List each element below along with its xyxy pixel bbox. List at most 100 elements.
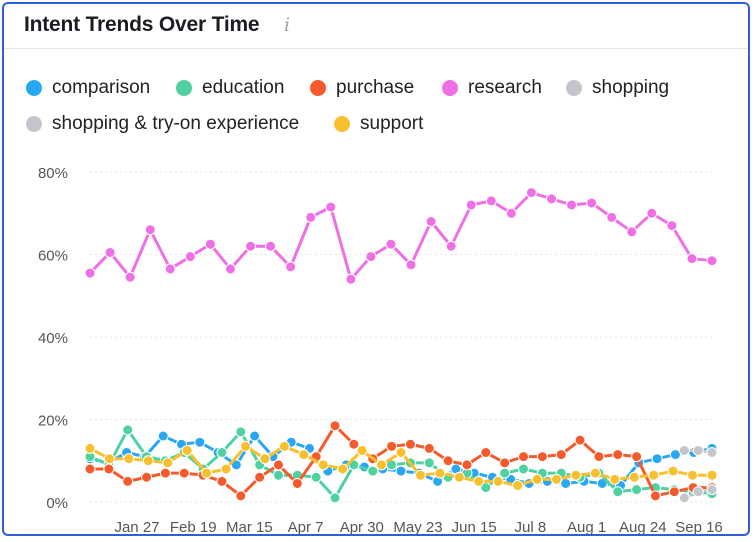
data-point-education [612,486,624,498]
data-point-research [84,267,96,279]
data-point-support [512,480,524,491]
legend-label: support [360,113,424,134]
legend-swatch [26,116,42,132]
data-point-comparison [669,449,681,461]
data-point-shopping-try-on-experience [678,444,690,456]
data-point-purchase [461,459,473,471]
data-point-purchase [668,486,680,498]
data-point-research [586,197,598,209]
legend-label: purchase [336,77,415,98]
data-point-purchase [272,459,284,471]
data-point-research [465,199,477,211]
data-point-support [570,469,582,481]
data-point-support [220,463,232,475]
data-point-education [272,469,284,481]
data-point-research [104,246,116,258]
data-point-purchase [612,449,624,461]
data-point-support [84,442,96,454]
legend-label: comparison [52,77,151,98]
data-point-research [545,193,557,205]
data-point-research [365,251,377,263]
legend-item-shopping-try-on-experience[interactable]: shopping & try-on experience [26,112,299,136]
data-point-research [164,263,176,275]
x-tick-label: Jun 15 [452,519,497,534]
chart-card: Intent Trends Over Time i comparison educ… [2,2,750,536]
data-point-purchase [404,438,416,450]
legend-label: education [202,77,285,98]
data-point-purchase [103,463,115,475]
data-point-support [687,469,699,481]
data-point-education [310,471,322,483]
data-point-education [499,467,511,479]
data-point-shopping [692,486,704,498]
data-point-support [298,449,310,461]
data-point-research [485,195,497,207]
legend-item-support[interactable]: support [334,112,423,136]
data-point-research [245,240,257,252]
data-point-purchase [348,438,360,450]
data-point-research [706,255,718,267]
legend-swatch [566,80,582,96]
data-point-support [551,473,562,485]
data-point-education [216,447,228,458]
legend-swatch [442,80,458,96]
data-point-research [425,216,437,227]
data-point-purchase [442,455,454,467]
data-point-research [265,240,277,252]
data-point-research [184,251,196,263]
data-point-purchase [122,475,134,487]
line-chart: 0% 20% 40% 60% 80% Jan 27 Feb 19 Mar 15 Apr 7 Apr… [38,165,723,534]
card-header: Intent Trends Over Time i [4,4,748,49]
data-point-support [414,469,426,481]
data-point-purchase [480,447,492,458]
legend-item-shopping[interactable]: shopping [566,76,669,100]
legend-item-education[interactable]: education [176,76,284,100]
data-point-purchase [254,471,266,483]
data-point-purchase [291,477,303,489]
data-point-education [329,492,341,504]
data-point-research [445,240,457,252]
chart-title: Intent Trends Over Time [24,13,260,36]
data-point-research [686,253,698,265]
legend-item-research[interactable]: research [442,76,542,100]
data-point-education [518,463,530,475]
data-point-support [376,459,388,471]
data-point-comparison [194,436,206,448]
data-point-support [142,455,154,467]
legend-label: shopping & try-on experience [52,113,300,134]
x-tick-label: Mar 15 [226,519,273,534]
data-point-research [385,238,397,250]
data-point-comparison [157,430,169,442]
info-icon[interactable]: i [284,14,291,36]
data-point-support [648,469,660,481]
data-point-support [492,475,504,487]
legend-swatch [310,80,326,96]
data-point-support [123,453,135,465]
x-tick-label: Feb 19 [170,519,217,534]
data-point-comparison [560,477,572,489]
legend-item-purchase[interactable]: purchase [310,76,414,100]
data-point-purchase [649,490,661,502]
data-point-research [606,211,618,223]
x-tick-label: Jan 27 [114,519,159,534]
y-tick-label: 60% [38,248,68,265]
legend-item-comparison[interactable]: comparison [26,76,150,100]
data-point-purchase [631,451,643,463]
data-point-support [259,453,271,465]
data-point-purchase [329,420,341,432]
data-point-support [240,440,251,452]
x-tick-label: Apr 7 [288,519,324,534]
data-point-research [666,220,678,232]
data-point-purchase [536,451,548,463]
data-point-support [317,459,329,471]
data-point-purchase [574,434,586,446]
data-point-research [144,224,156,236]
data-point-research [505,207,517,219]
x-tick-label: Apr 30 [340,519,384,534]
data-point-education [631,484,643,496]
data-point-comparison [395,465,407,477]
data-point-purchase [423,442,435,454]
data-point-research [646,207,658,219]
data-point-research [626,226,638,238]
x-tick-label: Aug 24 [619,519,667,534]
